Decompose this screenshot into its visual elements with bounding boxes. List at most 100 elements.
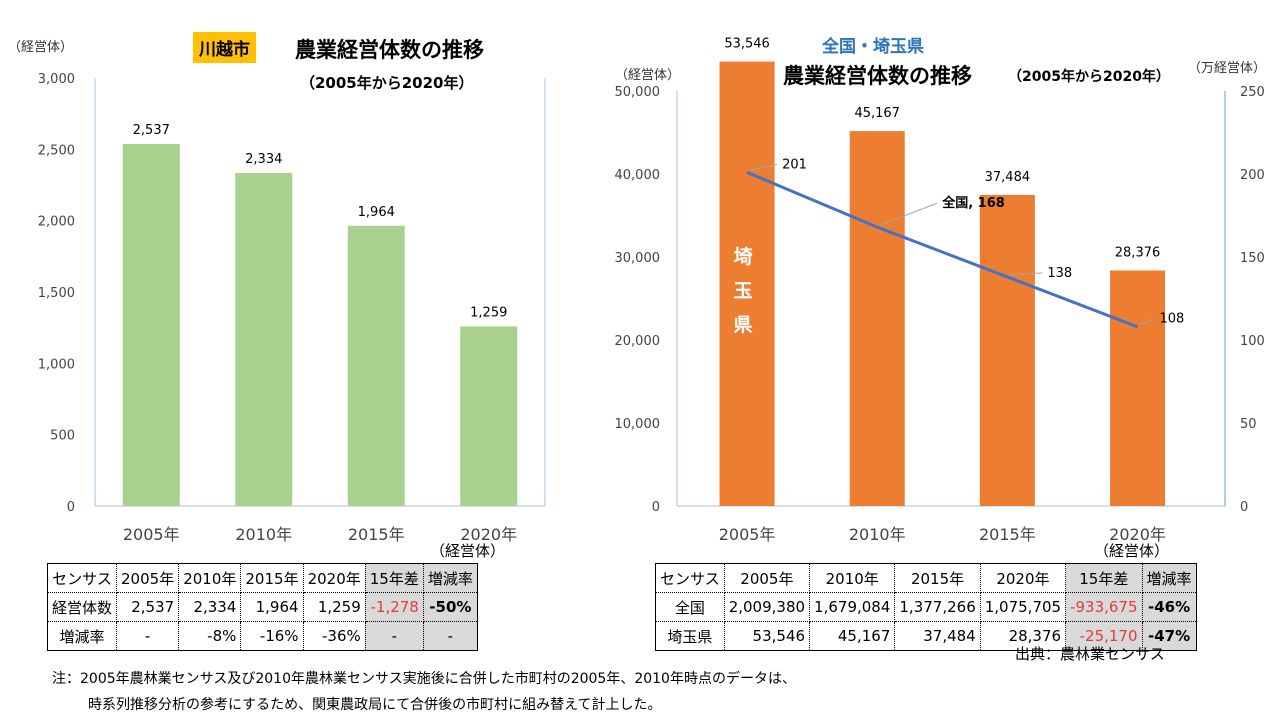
table-cell: 2,334 — [178, 592, 242, 622]
table-cell: 2010年 — [178, 563, 242, 593]
left-y-tick: 0 — [67, 500, 75, 515]
table-cell: -46% — [1141, 592, 1197, 622]
table-cell: 経営体数 — [46, 592, 118, 622]
right-x-tick: 2015年 — [979, 525, 1036, 544]
line-data-label: 138 — [1047, 266, 1072, 281]
table-header: センサス 2005年 2010年 2015年 2020年 15年差 増減率 — [46, 563, 478, 593]
left-bar-label: 1,964 — [358, 205, 395, 220]
right-x-tick: 2020年 — [1109, 525, 1166, 544]
charts-svg: 05001,0001,5002,0002,5003,0002,5372005年2… — [38, 37, 1265, 544]
left-y-tick: 500 — [50, 429, 75, 444]
right-table-unit: （経営体） — [1094, 542, 1170, 560]
table-cell: -933,675 — [1065, 592, 1143, 622]
left-bar-label: 2,537 — [133, 123, 170, 138]
table-row: 埼玉県 53,546 45,167 37,484 28,376 -25,170 -47% — [655, 621, 1197, 651]
right-bar — [979, 194, 1035, 506]
left-bar — [347, 225, 405, 506]
table-cell: センサス — [655, 563, 725, 593]
table-cell: 1,259 — [302, 592, 366, 622]
line-data-label: 108 — [1160, 312, 1185, 327]
table-cell: 15年差 — [364, 563, 424, 593]
table-cell: 2,537 — [116, 592, 180, 622]
left-x-tick: 2020年 — [460, 525, 517, 544]
table-cell: 2015年 — [894, 563, 981, 593]
right-bar — [719, 61, 775, 506]
right-y-tick-right: 250 — [1240, 85, 1265, 100]
table-cell: 増減率 — [422, 563, 478, 593]
table-cell: - — [422, 621, 478, 651]
table-cell: - — [364, 621, 424, 651]
right-region: 全国・埼玉県 — [822, 37, 924, 57]
table-header: センサス 2005年 2010年 2015年 2020年 15年差 増減率 — [655, 563, 1197, 593]
left-bar — [122, 144, 180, 506]
left-x-tick: 2005年 — [123, 525, 180, 544]
right-y-tick-right: 100 — [1240, 334, 1265, 349]
table-row: 全国 2,009,380 1,679,084 1,377,266 1,075,705 -9… — [655, 592, 1197, 622]
line-data-label: 201 — [782, 157, 807, 172]
table-row: 増減率 - -8% -16% -36% - - — [46, 621, 478, 651]
left-x-tick: 2010年 — [235, 525, 292, 544]
table-cell: -8% — [178, 621, 242, 651]
table-cell: 45,167 — [809, 621, 896, 651]
table-cell: 2015年 — [240, 563, 304, 593]
right-y-tick-right: 200 — [1240, 168, 1265, 183]
left-bar — [235, 173, 293, 507]
table-cell: 2010年 — [809, 563, 896, 593]
left-y-tick: 3,000 — [38, 72, 75, 87]
city-badge: 川越市 — [193, 32, 256, 63]
right-bar-label: 37,484 — [985, 170, 1031, 185]
right-y-tick-left: 0 — [652, 500, 660, 515]
bar-series-label: 埼玉県 — [733, 246, 753, 336]
right-y-tick-right: 50 — [1240, 417, 1257, 432]
left-y-tick: 2,500 — [38, 143, 75, 158]
table-cell: -36% — [302, 621, 366, 651]
table-cell: 2005年 — [723, 563, 811, 593]
left-bar-label: 2,334 — [245, 152, 282, 167]
left-x-tick: 2015年 — [348, 525, 405, 544]
right-y-tick-left: 20,000 — [615, 334, 661, 349]
line-series-zenkoku — [746, 170, 1139, 329]
table-cell: 15年差 — [1065, 563, 1143, 593]
table-cell: 1,679,084 — [809, 592, 896, 622]
source: 出典：農林業センサス — [1015, 645, 1165, 663]
right-title: 農業経営体数の推移 — [783, 64, 972, 88]
right-y-tick-left: 40,000 — [615, 168, 661, 183]
right-y-tick-right: 150 — [1240, 251, 1265, 266]
left-table-unit: （経営体） — [430, 542, 506, 560]
right-bar-label: 53,546 — [724, 37, 770, 52]
right-bar — [1110, 270, 1166, 506]
right-y-unit-left: （経営体） — [615, 68, 681, 83]
table-cell: 37,484 — [894, 621, 981, 651]
table-cell: 28,376 — [979, 621, 1067, 651]
table-cell: 2,009,380 — [723, 592, 811, 622]
right-bar-label: 28,376 — [1115, 245, 1161, 260]
left-title: 農業経営体数の推移 — [295, 38, 484, 62]
table-cell: 2005年 — [116, 563, 180, 593]
table-cell: 53,546 — [723, 621, 811, 651]
table-row: 経営体数 2,537 2,334 1,964 1,259 -1,278 -50% — [46, 592, 478, 622]
right-bar-label: 45,167 — [854, 106, 900, 121]
table-cell: - — [116, 621, 180, 651]
table-cell: -1,278 — [364, 592, 424, 622]
table-cell: 2020年 — [979, 563, 1067, 593]
line-data-label: 全国, 168 — [941, 195, 1005, 211]
right-x-tick: 2005年 — [719, 525, 776, 544]
table-cell: 1,377,266 — [894, 592, 981, 622]
line-label-leader — [1010, 272, 1043, 276]
table-cell: 増減率 — [1141, 563, 1197, 593]
line-label-leader — [1140, 318, 1155, 326]
table-cell: 2020年 — [302, 563, 366, 593]
note-line-2: 時系列推移分析の参考にするため、関東農政局にて合併後の市町村に組み替えて計上した… — [88, 697, 662, 713]
right-y-tick-left: 50,000 — [615, 85, 661, 100]
table-cell: 埼玉県 — [655, 621, 725, 651]
right-x-tick: 2010年 — [849, 525, 906, 544]
table-cell: センサス — [46, 563, 118, 593]
left-y-tick: 1,500 — [38, 286, 75, 301]
table-cell: 1,075,705 — [979, 592, 1067, 622]
table-cell: 全国 — [655, 592, 725, 622]
table-cell: -50% — [422, 592, 478, 622]
table-cell: -25,170 — [1065, 621, 1143, 651]
right-bar — [849, 131, 905, 507]
right-y-tick-left: 30,000 — [615, 251, 661, 266]
right-y-unit-right: （万経営体） — [1188, 61, 1267, 76]
